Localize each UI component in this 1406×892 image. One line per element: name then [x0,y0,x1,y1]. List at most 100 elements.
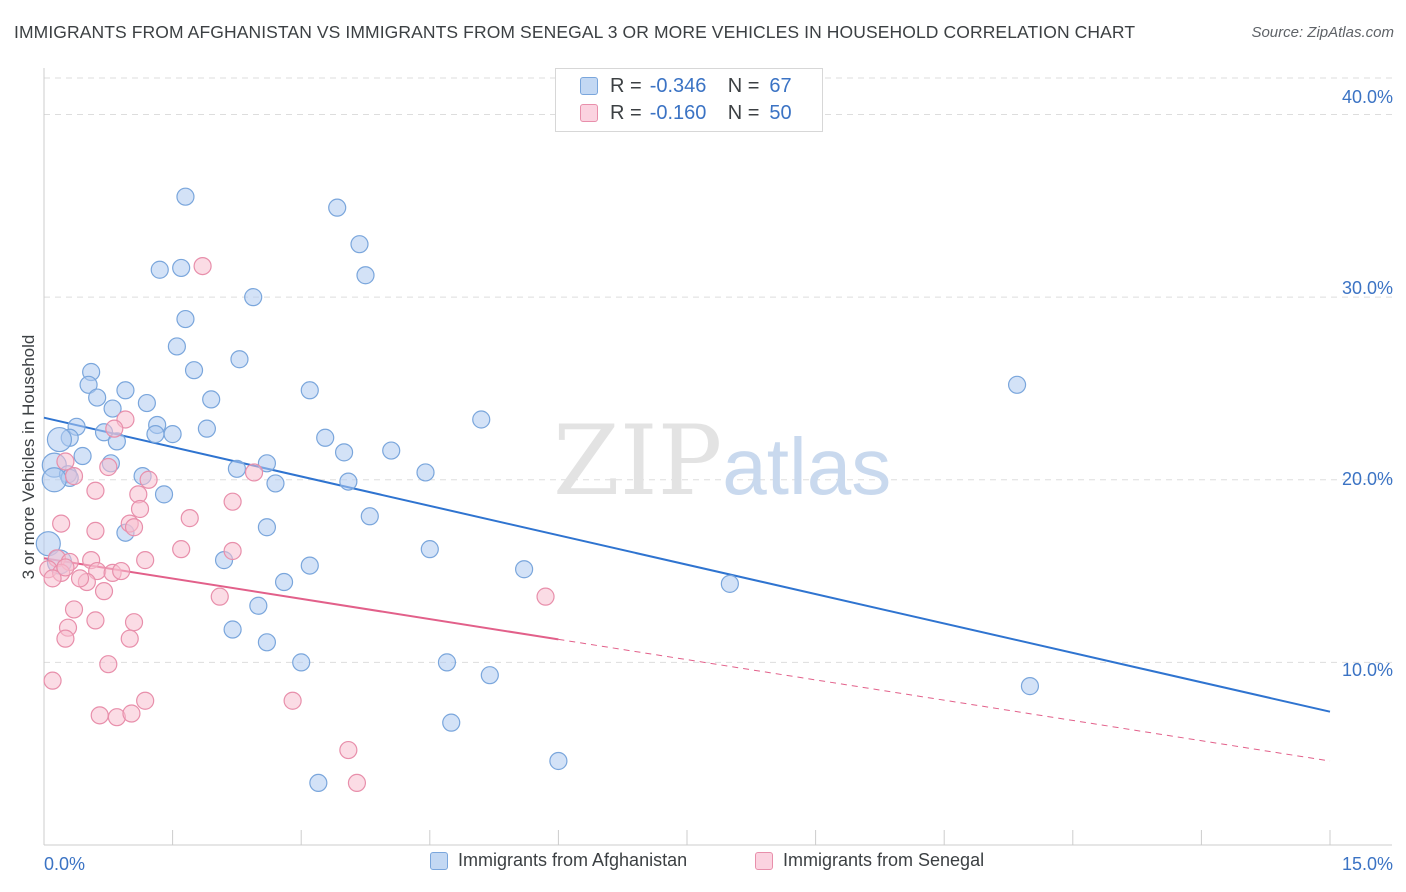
point-afghanistan [249,596,268,615]
x-tick-label-max: 15.0% [1341,854,1393,874]
point-senegal [94,582,114,601]
r-value: -0.160 [649,101,707,124]
point-senegal [105,419,124,438]
point-afghanistan [46,426,73,453]
y-tick-label: 30.0% [1341,278,1393,298]
point-afghanistan [73,446,92,466]
point-senegal [64,467,84,486]
point-senegal [223,541,242,561]
point-afghanistan [300,381,319,400]
point-senegal [86,611,105,630]
point-senegal [86,481,105,500]
point-afghanistan [1007,375,1027,394]
point-afghanistan [416,463,435,482]
afghanistan-swatch [580,77,598,95]
point-afghanistan [167,337,186,356]
point-afghanistan [334,443,354,462]
point-afghanistan [257,518,277,537]
point-afghanistan [154,485,174,504]
n-value: 67 [769,74,792,97]
point-senegal [347,773,367,793]
x-tick-label-min: 0.0% [44,854,86,874]
bottom-legend-senegal: Immigrants from Senegal [755,850,984,871]
point-afghanistan [137,393,156,413]
y-axis-label: 3 or more Vehicles in Household [19,334,38,580]
point-afghanistan [472,410,491,429]
point-afghanistan [360,507,379,526]
y-tick-label: 40.0% [1341,87,1393,107]
trend-line-senegal-dashed [558,638,1331,762]
point-afghanistan [230,350,249,369]
watermark-zip: ZIP [553,405,723,517]
point-afghanistan [292,653,311,672]
bottom-legend-afghanistan: Immigrants from Afghanistan [430,850,687,871]
y-tick-label: 20.0% [1341,469,1393,489]
point-afghanistan [116,381,135,400]
point-afghanistan [356,266,375,285]
point-senegal [56,629,75,648]
senegal-swatch [580,104,598,122]
point-senegal [112,561,131,581]
point-senegal [70,569,90,588]
point-afghanistan [103,399,122,418]
point-senegal [136,551,155,570]
data-points [35,187,1040,793]
point-senegal [124,518,144,537]
point-senegal [99,655,118,674]
point-afghanistan [223,620,242,639]
chart-title: IMMIGRANTS FROM AFGHANISTAN VS IMMIGRANT… [14,22,1136,42]
point-afghanistan [339,472,358,491]
r-label: R = [610,74,642,97]
n-value: 50 [769,101,792,124]
point-afghanistan [176,309,195,329]
point-afghanistan [150,260,169,279]
point-afghanistan [350,235,369,254]
point-senegal [139,470,158,489]
point-senegal [244,463,264,482]
point-afghanistan [88,388,107,407]
point-afghanistan [41,467,67,493]
point-senegal [90,706,109,725]
axes [43,68,1392,846]
n-label: N = [727,101,760,124]
point-senegal [120,629,139,648]
point-afghanistan [442,713,461,732]
point-senegal [56,558,75,577]
point-afghanistan [266,474,285,493]
point-afghanistan [437,653,457,672]
point-senegal [536,587,555,606]
point-afghanistan [257,454,277,473]
point-afghanistan [227,459,246,478]
point-afghanistan [720,574,739,593]
point-senegal [172,540,191,559]
legend-label: Immigrants from Afghanistan [458,850,688,870]
point-senegal [52,514,71,533]
watermark: ZIPatlas [553,405,891,517]
point-afghanistan [146,425,165,444]
point-afghanistan [163,425,182,444]
point-afghanistan [172,258,191,278]
afghanistan-swatch [430,851,448,870]
point-senegal [210,587,229,606]
point-afghanistan [202,390,221,409]
point-afghanistan [79,375,98,394]
source-label: Source: ZipAtlas.com [1251,24,1394,41]
point-afghanistan [184,361,204,380]
point-afghanistan [257,633,277,652]
point-senegal [56,452,75,471]
point-senegal [130,499,150,519]
point-afghanistan [197,419,216,438]
point-senegal [99,457,118,477]
senegal-swatch [755,851,773,870]
point-afghanistan [1020,677,1040,696]
point-senegal [86,521,105,540]
point-senegal [124,613,144,632]
point-afghanistan [300,556,319,575]
point-afghanistan [420,540,439,559]
point-afghanistan [176,187,195,206]
point-afghanistan [244,288,263,307]
point-senegal [122,704,141,723]
point-senegal [339,740,358,760]
point-afghanistan [316,428,335,447]
